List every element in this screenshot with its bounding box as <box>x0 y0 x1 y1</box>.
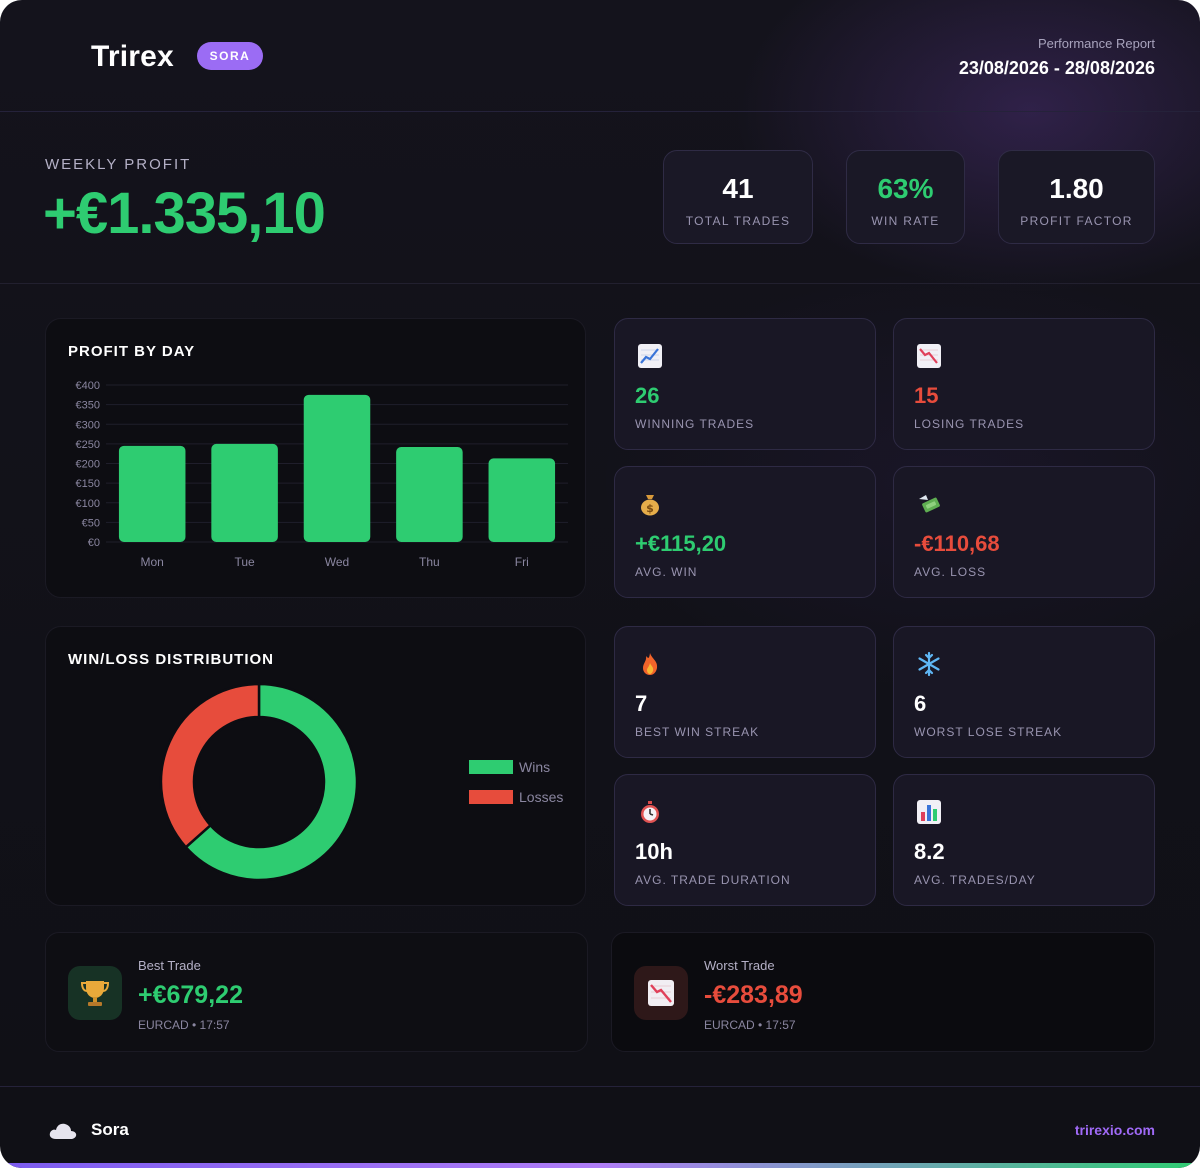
stat-value: 10h <box>635 839 673 864</box>
legend-label-wins: Wins <box>519 759 550 775</box>
weekly-profit-value: +€1.335,10 <box>43 181 326 246</box>
stat-value: -€110,68 <box>914 531 1000 556</box>
kpi-label: WIN RATE <box>871 214 940 228</box>
y-tick-label: €400 <box>76 380 100 392</box>
weekly-profit-label: WEEKLY PROFIT <box>45 156 192 173</box>
y-tick-label: €50 <box>82 517 100 529</box>
win-loss-panel: WIN/LOSS DISTRIBUTION Wins Losses <box>45 626 586 906</box>
stat-avg-loss: -€110,68 AVG. LOSS <box>893 466 1155 598</box>
y-tick-label: €100 <box>76 498 100 510</box>
x-tick-label: Wed <box>325 555 349 569</box>
stat-avg-trade-duration: 10h AVG. TRADE DURATION <box>614 774 876 906</box>
stat-label: AVG. WIN <box>635 565 698 579</box>
stat-value: 15 <box>914 383 939 408</box>
summary-section: WEEKLY PROFIT +€1.335,10 41 TOTAL TRADES… <box>0 112 1200 284</box>
stat-winning-trades: 26 WINNING TRADES <box>614 318 876 450</box>
stat-label: LOSING TRADES <box>914 417 1025 431</box>
worst-trade-meta: EURCAD • 17:57 <box>704 1018 796 1032</box>
worst-trade-icon-box <box>634 966 688 1020</box>
report-label: Performance Report <box>1037 36 1155 51</box>
stat-label: AVG. TRADES/DAY <box>914 873 1036 887</box>
stat-worst-lose-streak: 6 WORST LOSE STREAK <box>893 626 1155 758</box>
footer-website-link[interactable]: trirexio.com <box>1074 1122 1155 1138</box>
x-tick-label: Tue <box>234 555 255 569</box>
y-tick-label: €200 <box>76 459 100 471</box>
kpi-win-rate: 63% WIN RATE <box>846 150 965 244</box>
model-badge: SORA <box>197 42 263 70</box>
bar-chart-icon <box>917 800 941 824</box>
slice-wins <box>184 682 359 882</box>
worst-trade-card: Worst Trade -€283,89 EURCAD • 17:57 <box>611 932 1155 1052</box>
stat-value: 26 <box>635 383 660 408</box>
profit-by-day-title: PROFIT BY DAY <box>68 343 196 360</box>
best-trade-card: Best Trade +€679,22 EURCAD • 17:57 <box>45 932 588 1052</box>
footer: Sora trirexio.com <box>0 1086 1200 1168</box>
stat-value: +€115,20 <box>635 531 727 556</box>
kpi-total-trades: 41 TOTAL TRADES <box>663 150 813 244</box>
stat-avg-win: $ +€115,20 AVG. WIN <box>614 466 876 598</box>
y-tick-label: €300 <box>76 419 100 431</box>
stat-best-win-streak: 7 BEST WIN STREAK <box>614 626 876 758</box>
kpi-profit-factor: 1.80 PROFIT FACTOR <box>998 150 1155 244</box>
stat-label: WINNING TRADES <box>635 417 755 431</box>
bar-thu <box>396 447 463 542</box>
slice-losses <box>159 682 261 849</box>
x-tick-label: Mon <box>141 555 164 569</box>
kpi-label: TOTAL TRADES <box>685 214 791 228</box>
stat-label: WORST LOSE STREAK <box>914 725 1063 739</box>
trophy-icon <box>80 981 110 1006</box>
bar-fri <box>488 458 556 542</box>
worst-trade-value: -€283,89 <box>704 981 803 1009</box>
bar-tue <box>211 443 278 542</box>
x-tick-label: Fri <box>515 555 529 569</box>
stat-label: BEST WIN STREAK <box>635 725 760 739</box>
kpi-value: 1.80 <box>1049 173 1104 204</box>
bottom-accent-bar <box>0 1163 1200 1168</box>
profit-by-day-chart: €0 €50 €100 €150 €200 €250 €300 €350 €400 Mon Tue W… <box>76 380 568 569</box>
fire-icon <box>643 653 658 675</box>
kpi-value: 41 <box>722 173 754 204</box>
stat-label: AVG. LOSS <box>914 565 987 579</box>
y-tick-label: €0 <box>88 537 100 549</box>
x-tick-label: Thu <box>419 555 440 569</box>
win-loss-chart: Wins Losses <box>159 682 563 882</box>
footer-brand-name: Sora <box>91 1120 129 1139</box>
money-wings-icon <box>919 495 940 513</box>
profit-by-day-panel: PROFIT BY DAY €0 €50 €100 €150 €200 €250 €300 €… <box>45 318 586 598</box>
stat-avg-trades-per-day: 8.2 AVG. TRADES/DAY <box>893 774 1155 906</box>
win-loss-title: WIN/LOSS DISTRIBUTION <box>68 651 274 668</box>
bar-mon <box>118 445 186 542</box>
legend-label-losses: Losses <box>519 789 563 805</box>
stat-value: 6 <box>914 691 927 716</box>
best-trade-meta: EURCAD • 17:57 <box>138 1018 230 1032</box>
best-trade-value: +€679,22 <box>138 981 243 1009</box>
cloud-icon <box>49 1123 77 1139</box>
stat-value: 7 <box>635 691 648 716</box>
stat-value: 8.2 <box>914 839 945 864</box>
stat-losing-trades: 15 LOSING TRADES <box>893 318 1155 450</box>
worst-trade-label: Worst Trade <box>704 958 775 973</box>
y-tick-label: €150 <box>76 478 100 490</box>
chart-decreasing-icon <box>648 980 674 1006</box>
stat-label: AVG. TRADE DURATION <box>635 873 791 887</box>
best-trade-icon-box <box>68 966 122 1020</box>
y-tick-label: €350 <box>76 400 100 412</box>
stopwatch-icon <box>641 801 659 823</box>
snowflake-icon <box>918 651 940 677</box>
legend-swatch-losses <box>469 790 513 804</box>
chart-increasing-icon <box>638 344 662 368</box>
header: Trirex SORA Performance Report 23/08/202… <box>0 0 1200 112</box>
kpi-value: 63% <box>877 173 934 204</box>
bar-wed <box>303 394 371 542</box>
best-trade-label: Best Trade <box>138 958 201 973</box>
report-date-range: 23/08/2026 - 28/08/2026 <box>958 58 1155 78</box>
svg-text:$: $ <box>646 502 654 515</box>
brand-name: Trirex <box>91 40 174 73</box>
kpi-label: PROFIT FACTOR <box>1020 214 1133 228</box>
legend-swatch-wins <box>469 760 513 774</box>
y-tick-label: €250 <box>76 439 100 451</box>
money-bag-icon: $ <box>641 495 659 516</box>
chart-decreasing-icon <box>917 344 941 368</box>
